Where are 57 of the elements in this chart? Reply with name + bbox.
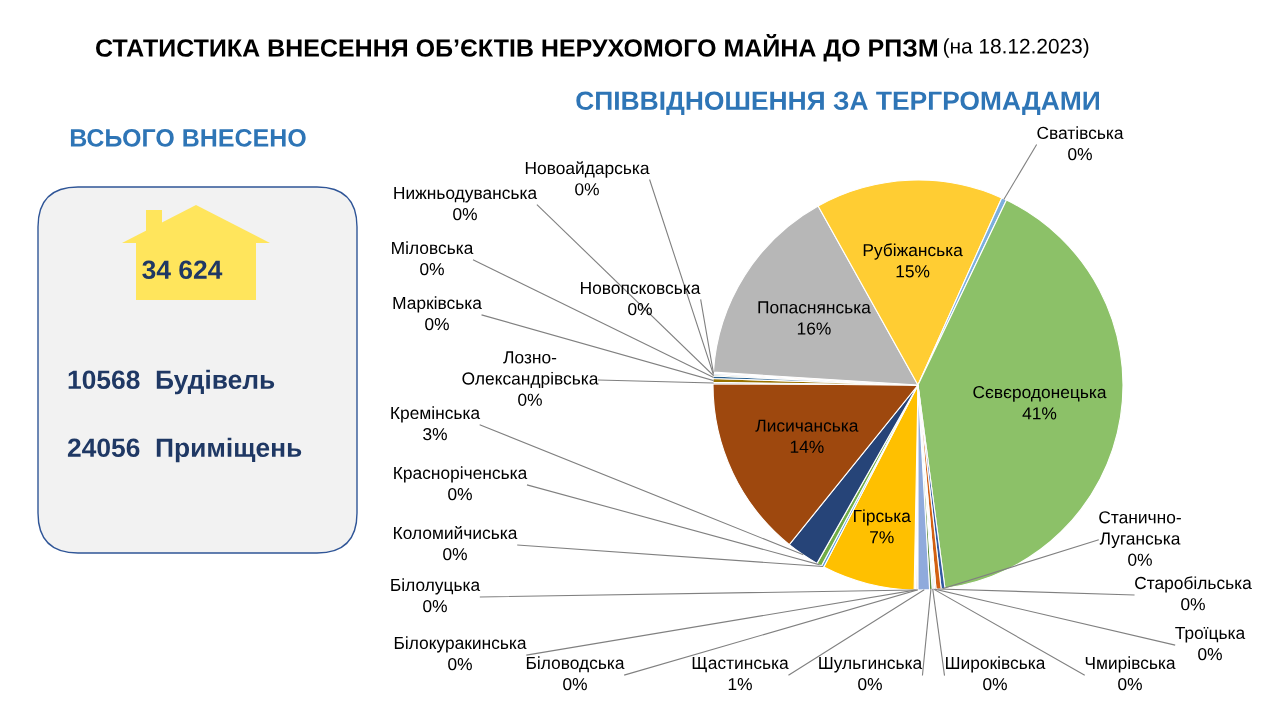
slice-label: Станично- Луганська <box>1099 511 1181 549</box>
data-label: 0% <box>420 262 444 276</box>
data-label: 0% <box>628 302 652 316</box>
data-label: 0% <box>518 393 542 406</box>
data-label: 0% <box>983 677 1007 691</box>
slice-label: Кремінська <box>391 406 481 423</box>
slice-label: Сєвєродонецька <box>973 386 1107 402</box>
slice-label: Красноріченська <box>394 466 528 483</box>
data-label: 0% <box>443 547 467 561</box>
data-label: 0% <box>1198 647 1222 661</box>
data-label: 0% <box>423 599 447 613</box>
slice-label: Нижньодуванська <box>394 186 538 203</box>
data-label: 0% <box>1068 147 1092 161</box>
slice-label: Широківська <box>946 656 1046 673</box>
slice-label: Лисичанська <box>755 419 859 432</box>
slice-label: Білолуцька <box>391 578 481 595</box>
slice-label: Марківська <box>393 296 482 313</box>
slice-label: Білокуракинська <box>394 636 527 653</box>
data-label: 0% <box>563 677 587 691</box>
slice-label: Троїцька <box>1175 626 1246 643</box>
slice-label: Чмирівська <box>1085 656 1176 673</box>
text: 10568 Будівель <box>68 369 275 395</box>
slice-label: Міловська <box>392 241 474 255</box>
data-label: 7% <box>870 531 894 544</box>
data-label: 41% <box>1022 407 1057 420</box>
slice-label: Гірська <box>854 509 911 526</box>
data-label: 0% <box>448 487 472 501</box>
slice-label: Новоайдарська <box>525 161 650 178</box>
slice-label: Біловодська <box>526 656 625 673</box>
slice-label: Сватівська <box>1037 126 1124 140</box>
text: 34 624 <box>142 260 223 280</box>
data-label: 0% <box>448 657 472 671</box>
data-label: 0% <box>1181 598 1205 611</box>
slice-label: Попаснянська <box>758 301 871 314</box>
slice-label: Новопсковська <box>581 281 701 295</box>
slice-label: Шульгинська <box>819 656 923 673</box>
chart-title: СТАТИСТИКА ВНЕСЕННЯ ОБ’ЄКТІВ НЕРУХОМОГО МАЙНА ДО РПЗМ <box>96 34 938 62</box>
data-label: 0% <box>575 183 599 196</box>
data-label: 16% <box>797 322 831 335</box>
chart-subtitle: СПІВВІДНОШЕННЯ ЗА ТЕРГРОМАДАМИ <box>576 91 1099 116</box>
data-label: 1% <box>728 678 752 691</box>
text: ВСЬОГО ВНЕСЕНО <box>70 129 306 147</box>
data-label: 0% <box>453 207 477 221</box>
text: 24056 Приміщень <box>67 437 302 463</box>
data-label: 0% <box>858 677 882 691</box>
data-label: 14% <box>790 440 824 453</box>
data-label: 0% <box>1118 677 1142 691</box>
slice-label: Щастинська <box>692 656 789 673</box>
text: (на 18.12.2023) <box>943 38 1089 58</box>
slice-label: Рубіжанська <box>863 243 963 260</box>
data-label: 15% <box>896 265 930 278</box>
slice-label: Лозно- Олександрівська <box>462 351 599 389</box>
slice-label: Коломийчиська <box>394 526 518 540</box>
slice-label: Старобільська <box>1135 576 1252 593</box>
data-label: 3% <box>423 427 447 441</box>
data-label: 0% <box>425 317 449 331</box>
data-label: 0% <box>1128 553 1152 566</box>
